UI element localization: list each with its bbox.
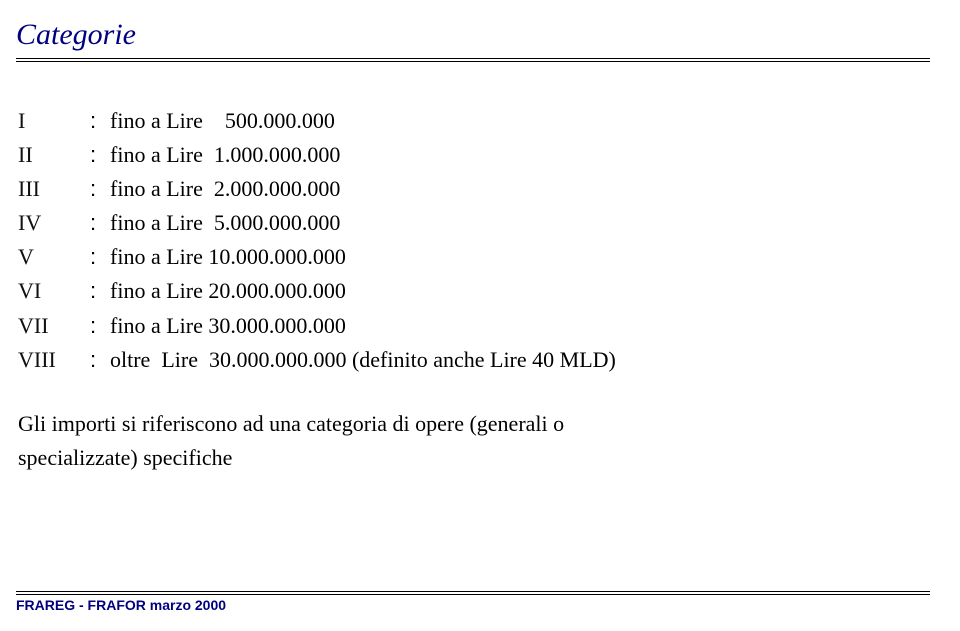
- category-value: fino a Lire 500.000.000: [110, 104, 335, 138]
- divider-line: [16, 591, 930, 592]
- category-label: VIII: [18, 343, 90, 377]
- note-paragraph: Gli importi si riferiscono ad una catego…: [18, 407, 930, 475]
- colon: :: [90, 104, 110, 138]
- category-label: II: [18, 138, 90, 172]
- list-item: I : fino a Lire 500.000.000: [18, 104, 930, 138]
- category-label: I: [18, 104, 90, 138]
- list-item: VIII : oltre Lire 30.000.000.000 (defini…: [18, 343, 930, 377]
- list-item: IV : fino a Lire 5.000.000.000: [18, 206, 930, 240]
- category-value: fino a Lire 20.000.000.000: [110, 274, 346, 308]
- list-item: V : fino a Lire 10.000.000.000: [18, 240, 930, 274]
- divider-line: [16, 594, 930, 595]
- category-label: VI: [18, 274, 90, 308]
- category-value: fino a Lire 1.000.000.000: [110, 138, 340, 172]
- page: Categorie I : fino a Lire 500.000.000 II…: [0, 0, 960, 631]
- list-item: VI : fino a Lire 20.000.000.000: [18, 274, 930, 308]
- category-value: fino a Lire 2.000.000.000: [110, 172, 340, 206]
- category-value: fino a Lire 30.000.000.000: [110, 309, 346, 343]
- category-list: I : fino a Lire 500.000.000 II : fino a …: [18, 104, 930, 377]
- colon: :: [90, 343, 110, 377]
- category-value: fino a Lire 5.000.000.000: [110, 206, 340, 240]
- colon: :: [90, 274, 110, 308]
- title-divider: [16, 58, 930, 62]
- colon: :: [90, 138, 110, 172]
- colon: :: [90, 240, 110, 274]
- divider-line: [16, 61, 930, 62]
- category-label: VII: [18, 309, 90, 343]
- divider-line: [16, 58, 930, 59]
- page-title: Categorie: [16, 18, 930, 52]
- footer-text: FRAREG - FRAFOR marzo 2000: [16, 597, 930, 613]
- colon: :: [90, 206, 110, 240]
- list-item: III : fino a Lire 2.000.000.000: [18, 172, 930, 206]
- category-label: V: [18, 240, 90, 274]
- colon: :: [90, 309, 110, 343]
- footer-divider: [16, 591, 930, 595]
- list-item: II : fino a Lire 1.000.000.000: [18, 138, 930, 172]
- colon: :: [90, 172, 110, 206]
- note-line: specializzate) specifiche: [18, 441, 930, 475]
- category-value: oltre Lire 30.000.000.000 (definito anch…: [110, 343, 616, 377]
- category-value: fino a Lire 10.000.000.000: [110, 240, 346, 274]
- list-item: VII : fino a Lire 30.000.000.000: [18, 309, 930, 343]
- category-label: IV: [18, 206, 90, 240]
- category-label: III: [18, 172, 90, 206]
- footer: FRAREG - FRAFOR marzo 2000: [12, 591, 930, 613]
- note-line: Gli importi si riferiscono ad una catego…: [18, 407, 930, 441]
